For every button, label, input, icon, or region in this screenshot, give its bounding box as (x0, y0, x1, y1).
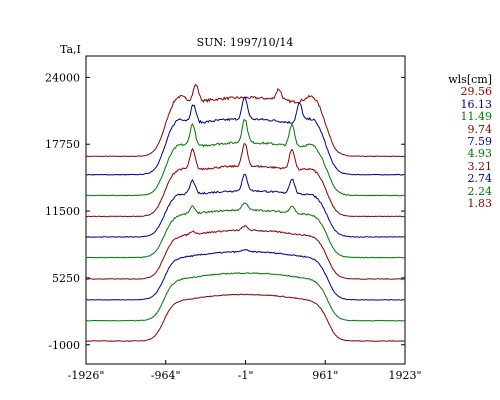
x-tick-label: 961" (312, 369, 338, 382)
x-tick-label: 1923" (388, 369, 421, 382)
y-tick-label: -1000 (48, 339, 80, 352)
legend-title: wls[cm] (448, 73, 492, 86)
series-line-11-49 (85, 118, 405, 197)
legend-entry: 3.21 (467, 159, 493, 173)
y-tick-label: 24000 (45, 71, 80, 84)
legend-entry: 2.74 (467, 172, 493, 186)
y-axis-label: Ta,I (60, 43, 81, 56)
legend-entry: 9.74 (467, 122, 493, 136)
series-line-7-59 (85, 173, 405, 238)
series-line-3-21 (85, 225, 405, 280)
legend-entry: 1.83 (467, 197, 493, 211)
plot-frame (85, 55, 406, 365)
series-line-2-24 (85, 272, 405, 322)
legend-entry: 11.49 (460, 110, 493, 124)
series-line-4-93 (85, 202, 405, 259)
series-line-16-13 (85, 96, 405, 176)
x-tick-label: -964" (151, 369, 181, 382)
legend-entry: 2.24 (467, 184, 493, 198)
x-axis: -1926" -964" -1" 961" 1923" (68, 360, 422, 382)
series-line-2-74 (85, 248, 405, 301)
legend-entry: 7.59 (467, 135, 493, 149)
y-tick-label: 11500 (45, 205, 80, 218)
legend: wls[cm] 29.56 16.13 11.49 9.74 7.59 4.93 3.21 2… (432, 73, 493, 211)
x-tick-label: -1926" (68, 369, 105, 382)
y-tick-label: 17750 (45, 138, 80, 151)
y-tick-label: 5250 (52, 272, 80, 285)
x-tick-label: -1" (238, 369, 254, 382)
chart-title: SUN: 1997/10/14 (197, 36, 294, 49)
series-group (85, 83, 405, 342)
legend-entry: 4.93 (467, 147, 493, 161)
series-line-1-83 (86, 293, 405, 342)
series-line-9-74 (85, 143, 405, 218)
y-axis: 24000 17750 11500 5250 -1000 (45, 71, 405, 352)
legend-entry: 29.56 (460, 85, 493, 99)
legend-entry: 16.13 (460, 97, 493, 111)
